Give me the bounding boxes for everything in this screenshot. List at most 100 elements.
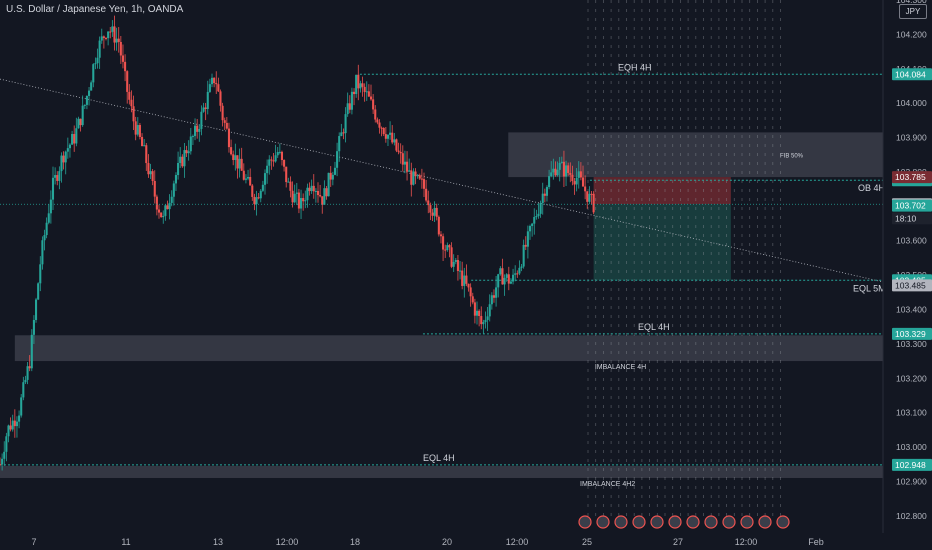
candle-body xyxy=(71,134,74,145)
candle-body xyxy=(482,322,485,325)
candle-body xyxy=(450,247,453,267)
candle-body xyxy=(145,145,148,164)
candle-body xyxy=(166,205,169,210)
candle-body xyxy=(168,202,171,210)
candle-body xyxy=(552,168,555,173)
candle-body xyxy=(431,212,434,216)
candle-body xyxy=(300,198,303,209)
candle-body xyxy=(39,264,42,284)
candle-body xyxy=(162,215,165,218)
candle-body xyxy=(353,91,356,95)
candle-body xyxy=(558,162,561,170)
event-icon xyxy=(650,515,664,529)
candle-body xyxy=(164,205,167,216)
candle-body xyxy=(321,196,324,205)
candle-body xyxy=(452,261,455,267)
candle-body xyxy=(15,421,18,427)
candle-body xyxy=(524,244,527,247)
candle-body xyxy=(416,175,419,177)
candle-body xyxy=(58,171,61,181)
candle-body xyxy=(194,125,197,137)
chart-title: U.S. Dollar / Japanese Yen, 1h, OANDA xyxy=(6,4,184,15)
candle-body xyxy=(13,420,16,427)
candle-body xyxy=(0,464,2,466)
candle-body xyxy=(556,169,559,176)
candle-body xyxy=(43,235,46,241)
candle-body xyxy=(3,451,6,459)
event-icon xyxy=(776,515,790,529)
event-icons[interactable] xyxy=(578,515,790,529)
currency-button[interactable]: JPY xyxy=(899,4,927,19)
candle-body xyxy=(230,147,233,155)
time-axis[interactable]: 7 11 13 12:00 18 20 12:00 25 27 12:00 Feb xyxy=(0,533,932,550)
time-axis-bg xyxy=(0,533,932,550)
candle-body xyxy=(344,114,347,134)
candle-body xyxy=(136,125,139,135)
candle-body xyxy=(395,139,398,151)
candle-body xyxy=(399,151,402,154)
zones-layer: IMBALANCE 4H IMBALANCE 4H2 FIB 50% xyxy=(0,132,884,488)
candle-body xyxy=(278,151,281,153)
candle-body xyxy=(545,187,549,196)
event-icon xyxy=(578,515,592,529)
price-tick: 103.100 xyxy=(896,408,927,418)
candle-body xyxy=(138,125,141,137)
price-tag xyxy=(892,171,932,184)
time-tick: 27 xyxy=(673,537,683,547)
candle-body xyxy=(236,155,239,169)
candle-body xyxy=(480,316,483,325)
candle-body xyxy=(1,458,4,465)
candle-body xyxy=(306,187,309,201)
candle-body xyxy=(308,187,311,192)
candle-body xyxy=(124,61,127,72)
candle-body xyxy=(75,128,78,144)
candle-body xyxy=(336,151,339,168)
price-tag-text: 103.785 xyxy=(895,172,926,182)
price-tick: 104.200 xyxy=(896,29,927,39)
candle-body xyxy=(285,166,288,183)
event-icon xyxy=(632,515,646,529)
candle-body xyxy=(196,125,199,132)
candle-body xyxy=(206,91,209,109)
candle-body xyxy=(531,223,534,227)
candle-body xyxy=(94,63,97,65)
candle-body xyxy=(297,192,300,209)
candle-body xyxy=(374,109,377,120)
candle-body xyxy=(565,165,568,177)
candle-body xyxy=(367,91,370,97)
candle-body xyxy=(329,172,332,180)
candle-body xyxy=(121,55,125,62)
candle-body xyxy=(382,128,385,135)
candle-body xyxy=(102,36,105,38)
candle-body xyxy=(475,310,479,316)
candle-body xyxy=(54,175,57,178)
candle-body xyxy=(143,145,146,147)
price-tick: 103.400 xyxy=(896,304,927,314)
forecast-grid xyxy=(587,0,781,520)
candle-body xyxy=(512,274,515,282)
candle-body xyxy=(198,128,201,132)
candle-body xyxy=(77,118,80,129)
candle-body xyxy=(433,207,436,216)
candle-body xyxy=(562,161,565,177)
candle-body xyxy=(170,196,173,203)
candle-body xyxy=(575,177,578,185)
candle-body xyxy=(319,195,322,197)
candle-body xyxy=(420,178,423,180)
candle-body xyxy=(554,168,557,176)
level-price-tag xyxy=(892,458,932,471)
candle-body xyxy=(522,244,525,267)
price-tick: 103.200 xyxy=(896,373,927,383)
candle-body xyxy=(18,415,21,422)
candle-body xyxy=(96,57,99,64)
fib-label: FIB 50% xyxy=(780,154,804,160)
candle-body xyxy=(571,174,574,182)
price-tick: 104.000 xyxy=(896,98,927,108)
candle-body xyxy=(141,136,144,147)
candle-body xyxy=(22,382,25,398)
candle-body xyxy=(503,277,506,285)
candle-body xyxy=(81,105,84,126)
candle-body xyxy=(85,95,88,105)
candle-body xyxy=(185,150,188,154)
